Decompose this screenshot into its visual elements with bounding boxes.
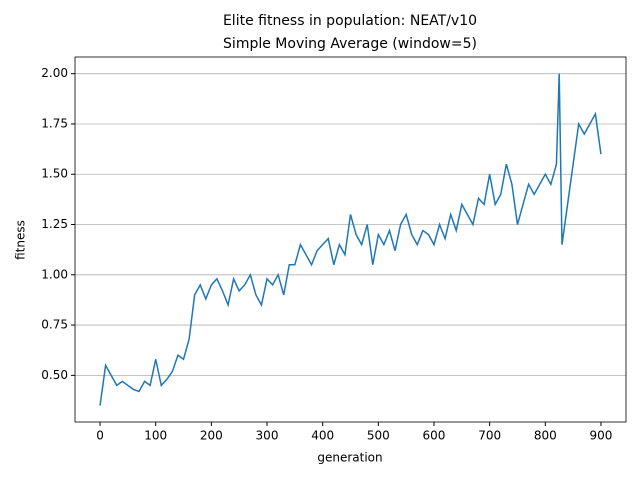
x-axis-label: generation [317,451,382,465]
y-tick-label: 1.25 [41,217,68,231]
x-tick-label: 300 [256,429,279,443]
x-tick-label: 500 [367,429,390,443]
chart-title: Elite fitness in population: NEAT/v10 [223,13,477,29]
chart-subtitle: Simple Moving Average (window=5) [223,36,477,52]
y-tick-label: 1.50 [41,167,68,181]
x-tick-label: 100 [144,429,167,443]
x-tick-label: 200 [200,429,223,443]
y-tick-label: 0.75 [41,318,68,332]
plot-frame [74,56,627,423]
x-tick-label: 800 [534,429,557,443]
line [99,73,602,406]
x-tick-label: 900 [590,429,613,443]
y-axis-label: fitness [14,220,28,260]
y-tick-label: 1.75 [41,116,68,130]
y-tick-label: 1.00 [41,267,68,281]
x-tick-label: 0 [96,429,104,443]
x-tick-label: 700 [478,429,501,443]
y-tick-label: 0.50 [41,368,68,382]
x-tick-label: 600 [423,429,446,443]
x-tick-label: 400 [311,429,334,443]
y-tick-label: 2.00 [41,66,68,80]
